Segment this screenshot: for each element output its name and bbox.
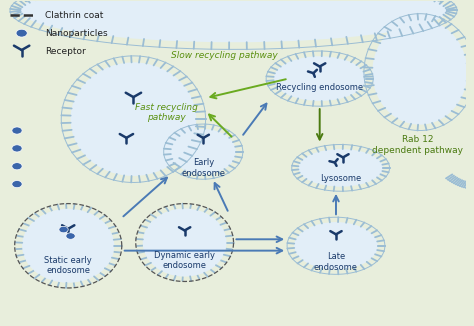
- Ellipse shape: [273, 56, 366, 101]
- Text: Rab 12
dependent pathway: Rab 12 dependent pathway: [372, 135, 463, 155]
- Text: Late
endosome: Late endosome: [314, 252, 358, 272]
- Circle shape: [12, 127, 22, 134]
- Text: Dynamic early
endosome: Dynamic early endosome: [154, 251, 215, 270]
- Ellipse shape: [143, 208, 227, 277]
- Circle shape: [12, 163, 22, 170]
- Ellipse shape: [20, 0, 447, 42]
- Text: Lysosome: Lysosome: [320, 174, 361, 183]
- Ellipse shape: [71, 62, 196, 176]
- Text: Static early
endosome: Static early endosome: [45, 256, 92, 275]
- Text: Clathrin coat: Clathrin coat: [45, 11, 103, 20]
- Circle shape: [12, 145, 22, 152]
- Ellipse shape: [372, 20, 467, 125]
- Circle shape: [16, 29, 27, 37]
- Circle shape: [59, 226, 68, 233]
- Text: Receptor: Receptor: [45, 47, 86, 55]
- Text: Fast recycling
pathway: Fast recycling pathway: [135, 103, 198, 122]
- Text: Recycling endosome: Recycling endosome: [276, 83, 363, 93]
- Circle shape: [66, 233, 75, 239]
- Ellipse shape: [298, 149, 383, 187]
- Text: Slow recycling pathway: Slow recycling pathway: [171, 52, 278, 60]
- Text: Early
endosome: Early endosome: [181, 158, 225, 178]
- Circle shape: [12, 181, 22, 188]
- Ellipse shape: [294, 222, 378, 270]
- Ellipse shape: [22, 209, 114, 283]
- Ellipse shape: [171, 129, 236, 174]
- Text: Nanoparticles: Nanoparticles: [45, 29, 108, 38]
